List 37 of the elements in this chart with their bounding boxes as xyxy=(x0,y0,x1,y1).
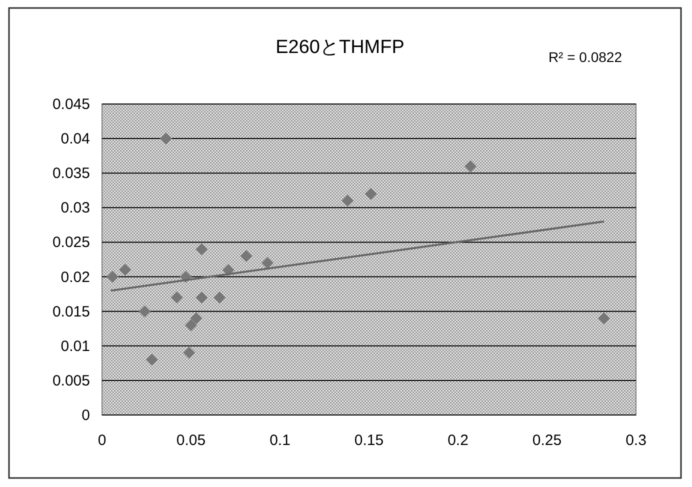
y-tick-label: 0.005 xyxy=(52,372,90,390)
y-tick-label: 0.01 xyxy=(60,338,90,355)
point xyxy=(190,312,202,324)
point xyxy=(119,264,132,276)
point xyxy=(364,188,377,200)
point xyxy=(196,243,208,256)
point xyxy=(342,194,354,207)
text: R² = 0.0822 xyxy=(548,49,622,65)
point xyxy=(185,319,197,332)
y-tick-label: 0.04 xyxy=(60,130,90,148)
y-tick-label: 0.03 xyxy=(60,200,90,217)
point xyxy=(138,305,151,318)
y-tick-label: 0.045 xyxy=(52,96,90,113)
point xyxy=(170,292,183,304)
y-tick-label: 0.015 xyxy=(52,303,90,320)
x-tick-label: 0.25 xyxy=(532,432,562,449)
point xyxy=(160,132,172,145)
y-tick-label: 0.035 xyxy=(52,165,90,182)
x-tick-label: 0.1 xyxy=(270,432,290,449)
point xyxy=(196,292,208,304)
point xyxy=(106,270,119,283)
x-tick-label: 0.2 xyxy=(448,432,468,449)
x-tick-label: 0 xyxy=(98,432,106,449)
x-tick-label: 0.05 xyxy=(176,432,206,449)
point xyxy=(262,256,274,269)
chart-title: E260とTHMFP xyxy=(276,37,404,58)
y-tick-label: 0.025 xyxy=(52,234,90,252)
point xyxy=(183,346,196,359)
point xyxy=(598,312,610,324)
point xyxy=(213,292,226,304)
x-tick-label: 0.15 xyxy=(354,432,384,449)
point xyxy=(146,354,158,366)
point xyxy=(464,160,476,172)
y-tick-label: 0.02 xyxy=(60,268,90,286)
y-tick-label: 0 xyxy=(82,407,90,424)
x-tick-label: 0.3 xyxy=(626,432,646,449)
point xyxy=(240,250,252,262)
